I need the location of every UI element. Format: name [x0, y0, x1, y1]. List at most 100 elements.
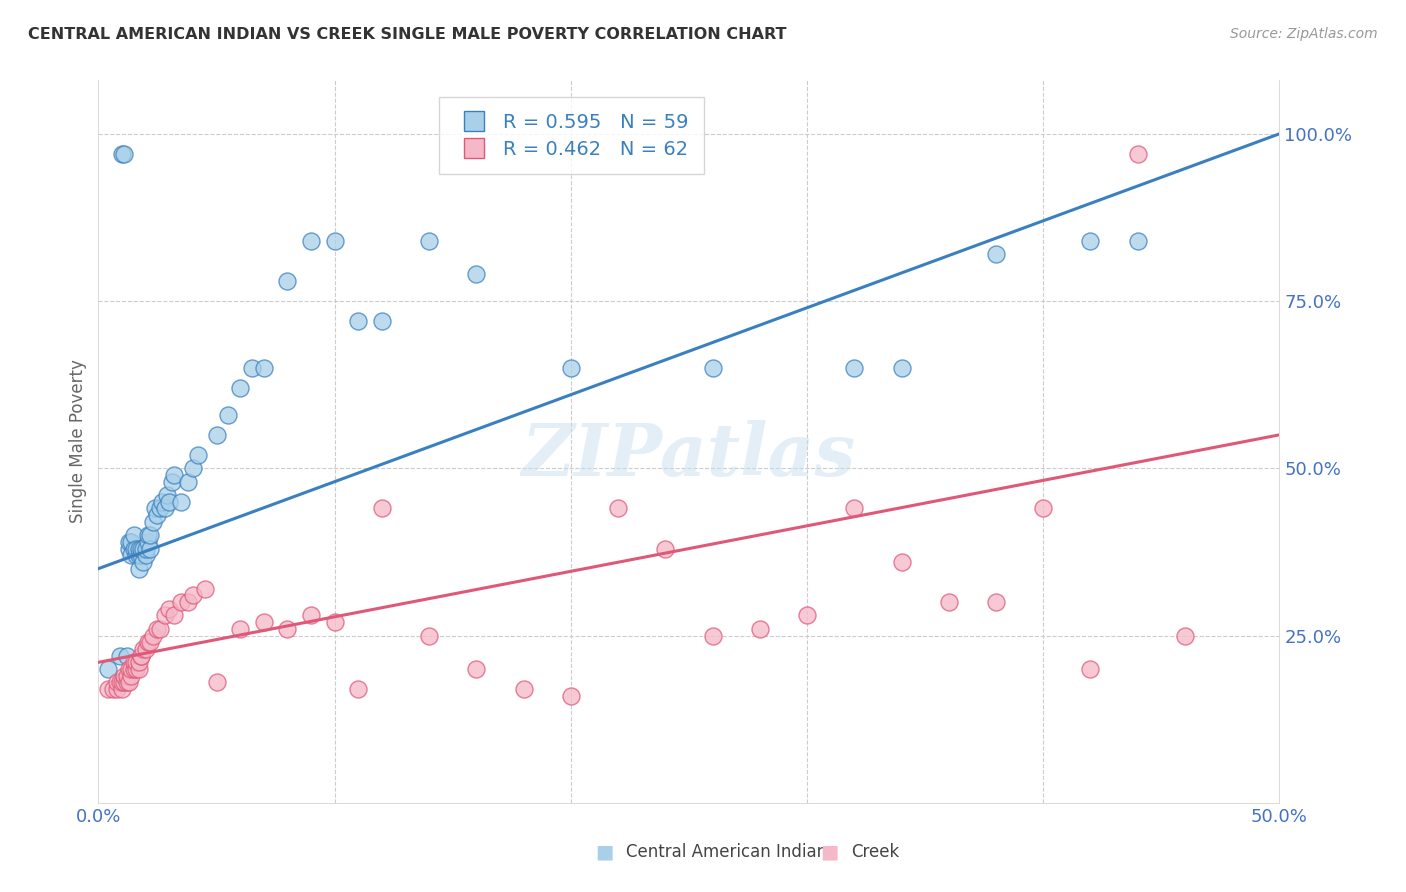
- Point: [163, 467, 186, 482]
- Point: [157, 602, 180, 616]
- Point: [194, 582, 217, 596]
- Point: [132, 642, 155, 657]
- Point: [984, 247, 1007, 261]
- Point: [136, 528, 159, 542]
- Text: ■: ■: [595, 842, 614, 862]
- Point: [890, 361, 912, 376]
- Text: Creek: Creek: [851, 843, 898, 861]
- Point: [418, 234, 440, 248]
- Point: [177, 475, 200, 489]
- Point: [101, 681, 124, 696]
- Point: [121, 548, 143, 563]
- Point: [253, 615, 276, 630]
- Point: [1032, 501, 1054, 516]
- Point: [418, 628, 440, 642]
- Point: [157, 494, 180, 508]
- Text: ZIPatlas: ZIPatlas: [522, 420, 856, 491]
- Y-axis label: Single Male Poverty: Single Male Poverty: [69, 359, 87, 524]
- Point: [702, 361, 724, 376]
- Point: [125, 655, 148, 669]
- Point: [150, 494, 173, 508]
- Point: [187, 448, 209, 462]
- Point: [371, 501, 394, 516]
- Point: [108, 648, 131, 663]
- Point: [121, 669, 143, 683]
- Text: CENTRAL AMERICAN INDIAN VS CREEK SINGLE MALE POVERTY CORRELATION CHART: CENTRAL AMERICAN INDIAN VS CREEK SINGLE …: [28, 27, 786, 42]
- Point: [122, 528, 145, 542]
- Point: [132, 555, 155, 569]
- Point: [121, 662, 143, 676]
- Point: [229, 622, 252, 636]
- Point: [118, 534, 141, 549]
- Point: [170, 595, 193, 609]
- Point: [938, 595, 960, 609]
- Point: [299, 608, 322, 623]
- Point: [112, 675, 135, 690]
- Point: [371, 314, 394, 328]
- Point: [276, 622, 298, 636]
- Point: [97, 681, 120, 696]
- Point: [122, 662, 145, 676]
- Point: [890, 555, 912, 569]
- Point: [299, 234, 322, 248]
- Point: [139, 635, 162, 649]
- Point: [142, 515, 165, 529]
- Point: [146, 622, 169, 636]
- Point: [229, 381, 252, 395]
- Point: [143, 501, 166, 516]
- Point: [654, 541, 676, 556]
- Point: [1126, 147, 1149, 161]
- Point: [128, 655, 150, 669]
- Point: [105, 681, 128, 696]
- Point: [128, 662, 150, 676]
- Point: [465, 662, 488, 676]
- Point: [205, 427, 228, 442]
- Point: [128, 548, 150, 563]
- Point: [125, 541, 148, 556]
- Point: [796, 608, 818, 623]
- Text: ■: ■: [820, 842, 839, 862]
- Point: [512, 681, 534, 696]
- Point: [560, 689, 582, 703]
- Point: [177, 595, 200, 609]
- Point: [323, 615, 346, 630]
- Point: [217, 408, 239, 422]
- Point: [181, 461, 204, 475]
- Point: [149, 501, 172, 516]
- Point: [560, 361, 582, 376]
- Point: [128, 562, 150, 576]
- Point: [135, 642, 157, 657]
- Point: [465, 268, 488, 282]
- Point: [121, 534, 143, 549]
- Point: [132, 541, 155, 556]
- Point: [844, 361, 866, 376]
- Point: [139, 528, 162, 542]
- Point: [136, 534, 159, 549]
- Point: [129, 541, 152, 556]
- Point: [1174, 628, 1197, 642]
- Point: [170, 494, 193, 508]
- Point: [253, 361, 276, 376]
- Point: [112, 147, 135, 161]
- Point: [347, 681, 370, 696]
- Text: Source: ZipAtlas.com: Source: ZipAtlas.com: [1230, 27, 1378, 41]
- Point: [844, 501, 866, 516]
- Point: [97, 662, 120, 676]
- Point: [108, 675, 131, 690]
- Point: [149, 622, 172, 636]
- Point: [240, 361, 263, 376]
- Point: [1080, 234, 1102, 248]
- Point: [181, 589, 204, 603]
- Point: [125, 662, 148, 676]
- Point: [142, 628, 165, 642]
- Point: [163, 608, 186, 623]
- Point: [118, 675, 141, 690]
- Point: [156, 488, 179, 502]
- Point: [347, 314, 370, 328]
- Point: [112, 669, 135, 683]
- Point: [153, 608, 176, 623]
- Text: Central American Indians: Central American Indians: [626, 843, 835, 861]
- Point: [118, 541, 141, 556]
- Point: [125, 548, 148, 563]
- Point: [139, 541, 162, 556]
